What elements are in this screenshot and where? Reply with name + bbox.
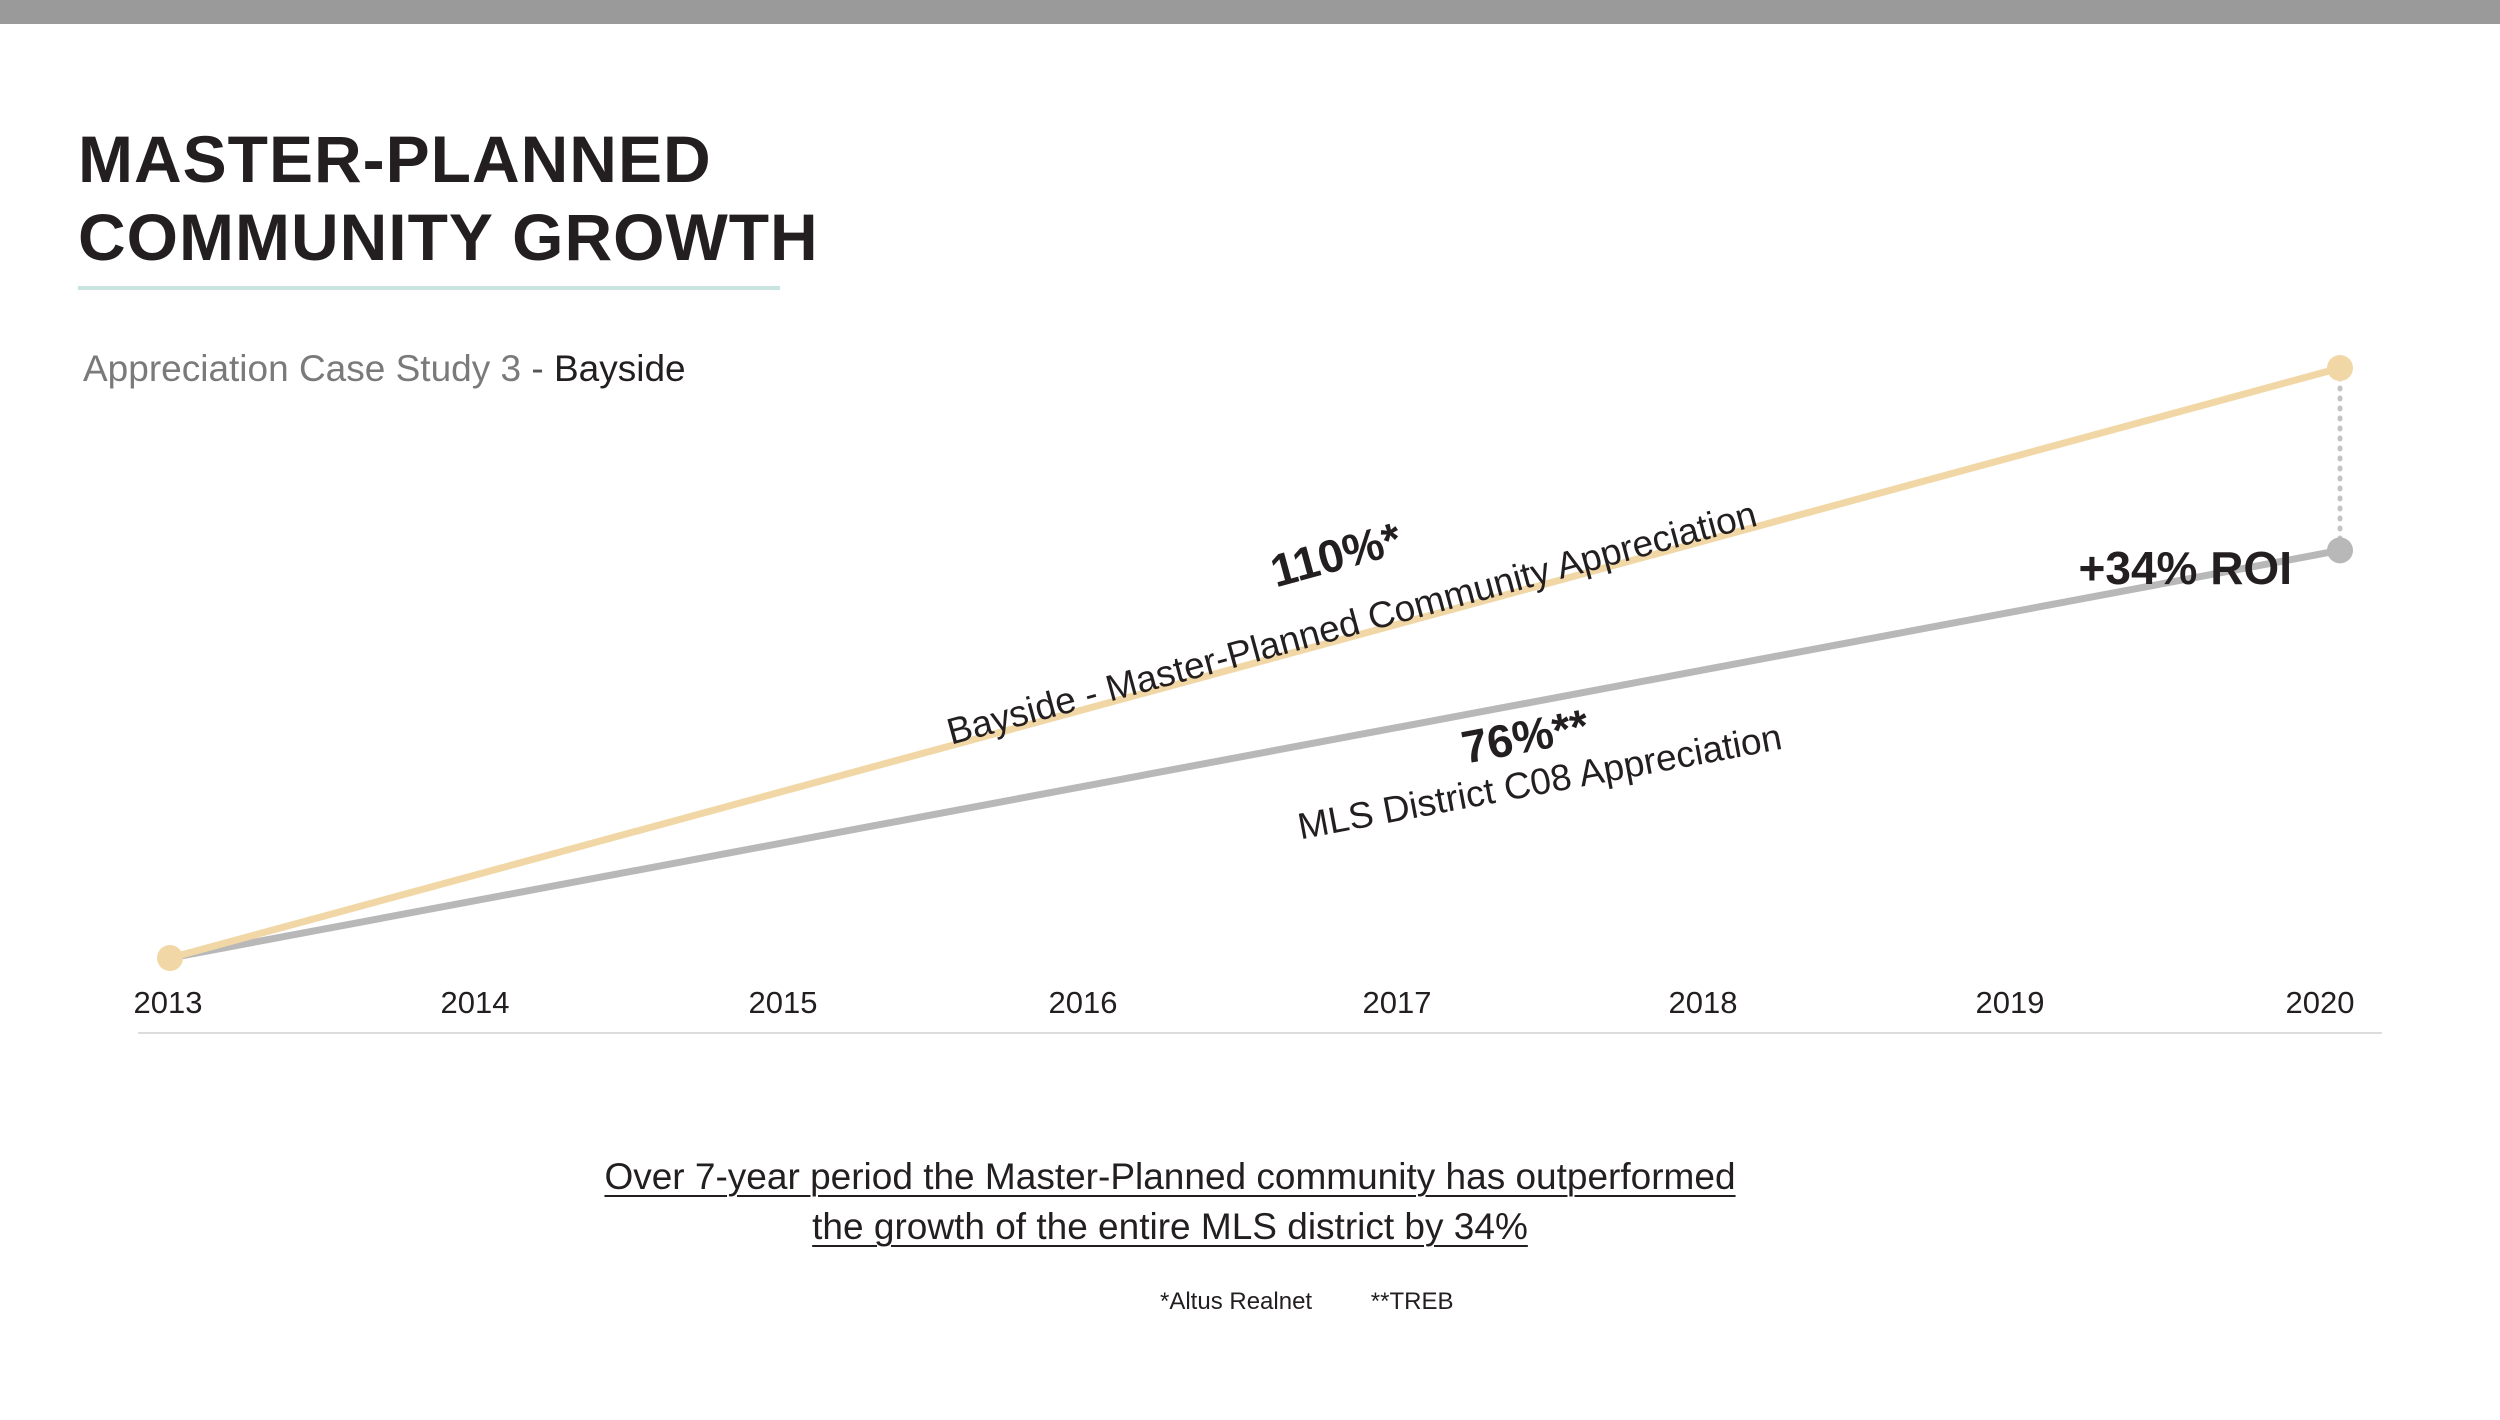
- series-line-bayside: [166, 364, 2344, 962]
- series-end-point-mls: [2327, 537, 2353, 564]
- page-title: MASTER-PLANNED COMMUNITY GROWTH: [78, 120, 819, 276]
- summary-statement: Over 7-year period the Master-Planned co…: [500, 1152, 1840, 1252]
- x-tick-label-2020: 2020: [2286, 985, 2355, 1020]
- subtitle-prefix: Appreciation Case Study 3: [83, 348, 522, 389]
- appreciation-chart: 2013 2014 2015 2016 2017 2018 2019 2020 110%* B…: [134, 355, 2382, 1034]
- series-start-point: [157, 945, 183, 971]
- x-tick-label-2016: 2016: [1049, 985, 1118, 1020]
- chart-subtitle: Appreciation Case Study 3 - Bayside: [83, 348, 686, 390]
- bayside-value-label: 110%*: [1265, 512, 1407, 597]
- roi-annotation: +34% ROI: [2079, 542, 2293, 594]
- source-treb: **TREB: [1370, 1288, 1454, 1315]
- x-tick-label-2013: 2013: [134, 985, 203, 1020]
- series-end-point-bayside: [2327, 355, 2353, 381]
- x-tick-labels: 2013 2014 2015 2016 2017 2018 2019 2020: [134, 985, 2355, 1020]
- x-tick-label-2017: 2017: [1363, 985, 1432, 1020]
- sources-footnote: *Altus Realnet **TREB: [1160, 1288, 1505, 1316]
- top-bar: [0, 0, 2500, 24]
- title-line-1: MASTER-PLANNED: [78, 122, 712, 196]
- x-tick-label-2015: 2015: [749, 985, 818, 1020]
- x-tick-label-2019: 2019: [1976, 985, 2045, 1020]
- subtitle-emphasis: Bayside: [553, 348, 686, 389]
- title-line-2: COMMUNITY GROWTH: [78, 200, 819, 274]
- x-tick-label-2018: 2018: [1669, 985, 1738, 1020]
- summary-line-2: the growth of the entire MLS district by…: [812, 1206, 1528, 1247]
- source-altus: *Altus Realnet: [1160, 1288, 1313, 1315]
- summary-line-1: Over 7-year period the Master-Planned co…: [604, 1156, 1736, 1197]
- title-underline: [78, 286, 780, 290]
- x-tick-label-2014: 2014: [441, 985, 510, 1020]
- series-line-mls: [166, 546, 2344, 962]
- subtitle-separator: -: [531, 348, 544, 389]
